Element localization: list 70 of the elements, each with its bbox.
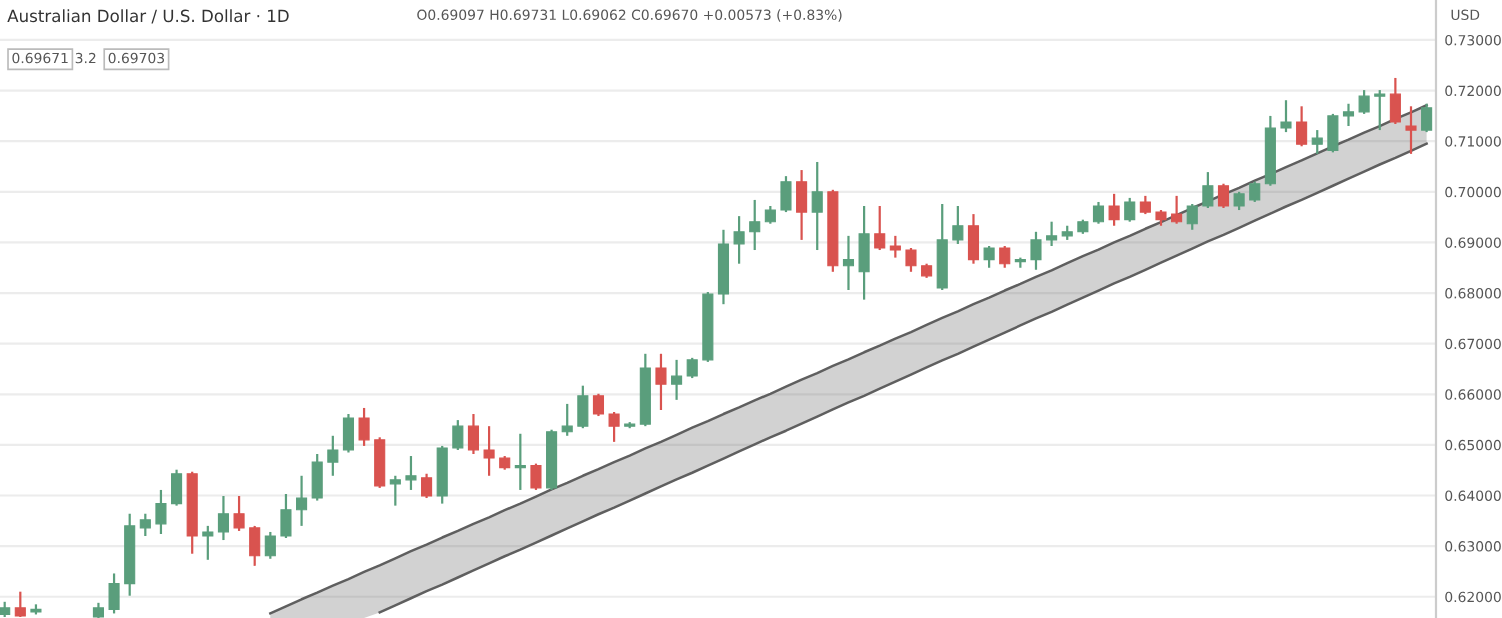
candlestick: [171, 468, 183, 507]
candlestick: [858, 204, 870, 301]
candlestick: [1249, 180, 1261, 204]
candlestick: [1108, 192, 1120, 227]
candlestick: [842, 234, 855, 292]
candlestick: [1030, 230, 1042, 271]
candlestick: [1389, 76, 1401, 126]
candlestick: [467, 412, 480, 456]
candlestick: [217, 494, 230, 542]
candlestick: [796, 168, 808, 242]
candlestick: [1311, 128, 1323, 155]
candlestick: [1202, 170, 1214, 210]
candlestick: [1280, 99, 1292, 134]
candlestick: [1046, 220, 1058, 248]
candlestick: [592, 392, 605, 418]
candlestick: [1217, 182, 1230, 210]
candlestick: [421, 472, 433, 500]
candlestick: [671, 358, 683, 401]
candlestick: [249, 524, 261, 567]
candlestick: [874, 204, 886, 252]
candlestick: [1374, 88, 1386, 132]
candlestick: [561, 402, 573, 437]
candlestick: [405, 454, 417, 492]
candlestick: [1296, 105, 1308, 148]
candlestick: [889, 234, 901, 259]
candlestick: [686, 356, 698, 380]
candlestick: [1139, 194, 1151, 216]
candlestick: [1171, 194, 1183, 225]
candlestick: [14, 590, 26, 618]
candlestick: [1233, 190, 1245, 212]
candlestick: [530, 462, 542, 492]
candlestick: [296, 474, 308, 527]
candlestick: [514, 432, 526, 492]
candlestick: [967, 212, 980, 265]
candlestick: [1421, 102, 1433, 134]
candlestick: [139, 512, 151, 538]
candlestick: [202, 524, 214, 561]
candlestick: [233, 494, 245, 533]
candlestick: [577, 384, 589, 430]
candlestick: [733, 215, 745, 265]
candlestick: [280, 492, 292, 540]
candlestick: [655, 352, 667, 412]
candlestick: [780, 175, 792, 214]
candlestick: [1358, 88, 1370, 115]
candlestick: [358, 406, 370, 448]
candlestick: [264, 530, 276, 560]
candlestick: [749, 198, 761, 252]
candlestick: [483, 425, 495, 477]
line-series: [378, 142, 1428, 614]
chart-title: Australian Dollar / U.S. Dollar · 1D: [7, 9, 289, 24]
candlestick: [108, 572, 120, 615]
candlestick: [342, 412, 355, 454]
candlestick: [311, 452, 323, 502]
candlestick: [452, 418, 464, 452]
candlestick: [374, 436, 386, 490]
candlestick: [1092, 200, 1105, 225]
candlestick: [608, 410, 620, 443]
candlestick: [983, 244, 995, 269]
candlestick: [811, 160, 823, 252]
candlestick: [999, 244, 1011, 269]
candlestick: [1342, 102, 1355, 128]
candlestick: [327, 434, 339, 477]
candlestick: [1124, 196, 1136, 223]
candlestick: [389, 474, 401, 507]
candlestick: [1186, 202, 1198, 231]
candlestick: [952, 204, 964, 246]
candlestick: [155, 488, 167, 536]
candlestick: [1327, 112, 1339, 154]
candlestick: [905, 246, 917, 273]
candlestick: [1405, 105, 1417, 155]
